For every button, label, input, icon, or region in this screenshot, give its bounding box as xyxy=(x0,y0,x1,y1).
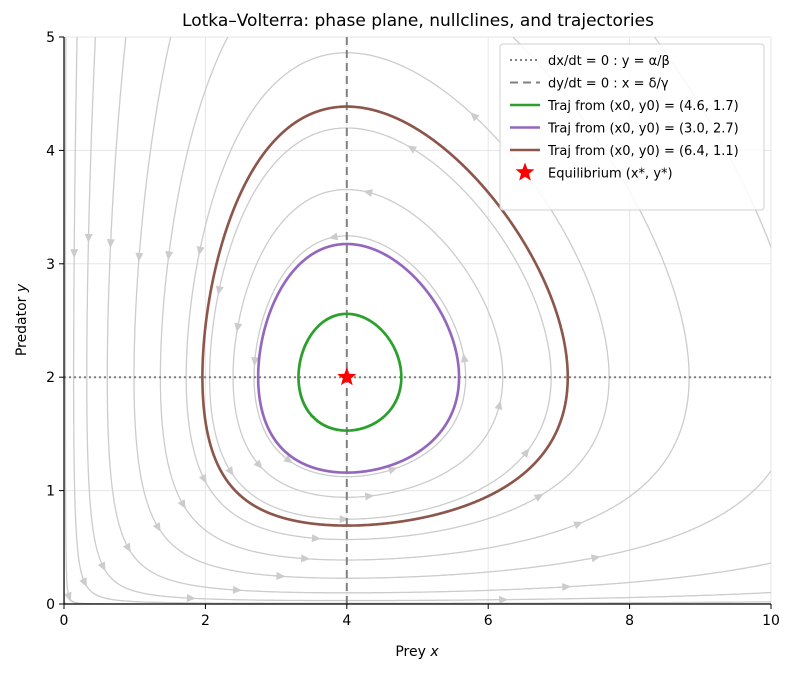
streamline-arrow xyxy=(64,591,72,602)
legend-label: dy/dt = 0 : x = δ/γ xyxy=(548,77,669,92)
streamline-arrow xyxy=(106,239,115,249)
x-tick-label: 4 xyxy=(342,613,351,629)
trajectory-2 xyxy=(256,242,461,474)
streamline-arrow xyxy=(232,585,242,594)
chart-title: Lotka–Volterra: phase plane, nullclines,… xyxy=(182,11,654,31)
axes: 0 2 4 6 8 10 0 1 2 3 4 5 xyxy=(46,30,780,629)
streamline-arrow xyxy=(499,595,509,604)
streamline-arrow xyxy=(196,245,205,256)
streamline-arrow xyxy=(152,521,161,532)
streamline-arrow xyxy=(84,233,93,243)
nullclines xyxy=(64,37,771,604)
legend-label: Equilibrium (x*, y*) xyxy=(548,167,673,182)
legend-label: Traj from (x0, y0) = (4.6, 1.7) xyxy=(547,99,739,114)
streamline-arrow xyxy=(70,249,79,259)
streamline-arrow xyxy=(573,521,584,529)
streamline-arrow xyxy=(328,232,339,241)
legend-box xyxy=(499,43,765,211)
streamline-arrow xyxy=(198,473,207,484)
streamline-arrow xyxy=(234,322,243,333)
streamline-arrow xyxy=(253,459,263,469)
streamline-arrow xyxy=(276,571,286,580)
streamline-arrow xyxy=(251,356,260,367)
legend-label: Traj from (x0, y0) = (6.4, 1.1) xyxy=(547,144,739,159)
streamline-arrow xyxy=(122,542,131,553)
legend-label: Traj from (x0, y0) = (3.0, 2.7) xyxy=(547,122,739,137)
x-tick-label: 0 xyxy=(60,613,69,629)
y-tick-label: 0 xyxy=(46,597,55,613)
y-axis-label: Predator y xyxy=(14,283,30,356)
streamline xyxy=(232,188,504,498)
x-axis-label: Prey x xyxy=(395,644,439,660)
streamline-arrow xyxy=(494,400,503,411)
streamline-arrow xyxy=(460,353,469,363)
equilibrium-layer xyxy=(337,367,357,386)
streamline-arrow xyxy=(283,454,293,464)
streamline xyxy=(72,37,771,604)
streamline-arrow xyxy=(225,466,234,476)
streamline-arrow xyxy=(311,534,321,543)
trajectory-3 xyxy=(201,105,569,527)
streamline-arrow xyxy=(165,251,174,261)
y-tick-label: 2 xyxy=(46,370,55,386)
streamline-arrow xyxy=(363,189,373,198)
x-tick-label: 10 xyxy=(762,613,780,629)
equilibrium-marker xyxy=(337,367,357,386)
y-tick-label: 1 xyxy=(46,484,55,500)
streamline-arrow xyxy=(186,594,196,602)
streamline-arrow xyxy=(135,252,144,262)
streamline-arrow xyxy=(533,493,544,502)
streamline-arrow xyxy=(300,554,311,563)
streamline-arrow xyxy=(520,448,530,458)
streamline-arrow xyxy=(215,285,224,296)
trajectory-1 xyxy=(297,312,403,432)
streamline-arrow xyxy=(590,554,601,563)
streamline-arrow xyxy=(470,112,480,122)
y-tick-label: 3 xyxy=(46,257,55,273)
legend: dx/dt = 0 : y = α/β dy/dt = 0 : x = δ/γ Tr… xyxy=(499,43,765,211)
streamline-arrow xyxy=(387,466,398,475)
streamline-arrow xyxy=(177,499,186,509)
streamline-arrow xyxy=(97,561,106,572)
streamline-arrow xyxy=(339,515,349,524)
streamline-arrow xyxy=(364,492,375,501)
y-tick-label: 4 xyxy=(46,143,55,159)
trajectories xyxy=(201,105,569,527)
y-tick-label: 5 xyxy=(46,30,55,46)
x-tick-label: 6 xyxy=(484,613,493,629)
streamline-arrow xyxy=(79,577,87,588)
streamline-arrow xyxy=(407,145,418,154)
streamline-arrow xyxy=(562,583,572,592)
x-tick-label: 8 xyxy=(625,613,634,629)
x-tick-label: 2 xyxy=(201,613,210,629)
legend-label: dx/dt = 0 : y = α/β xyxy=(548,54,670,69)
legend-swatch xyxy=(515,162,535,181)
